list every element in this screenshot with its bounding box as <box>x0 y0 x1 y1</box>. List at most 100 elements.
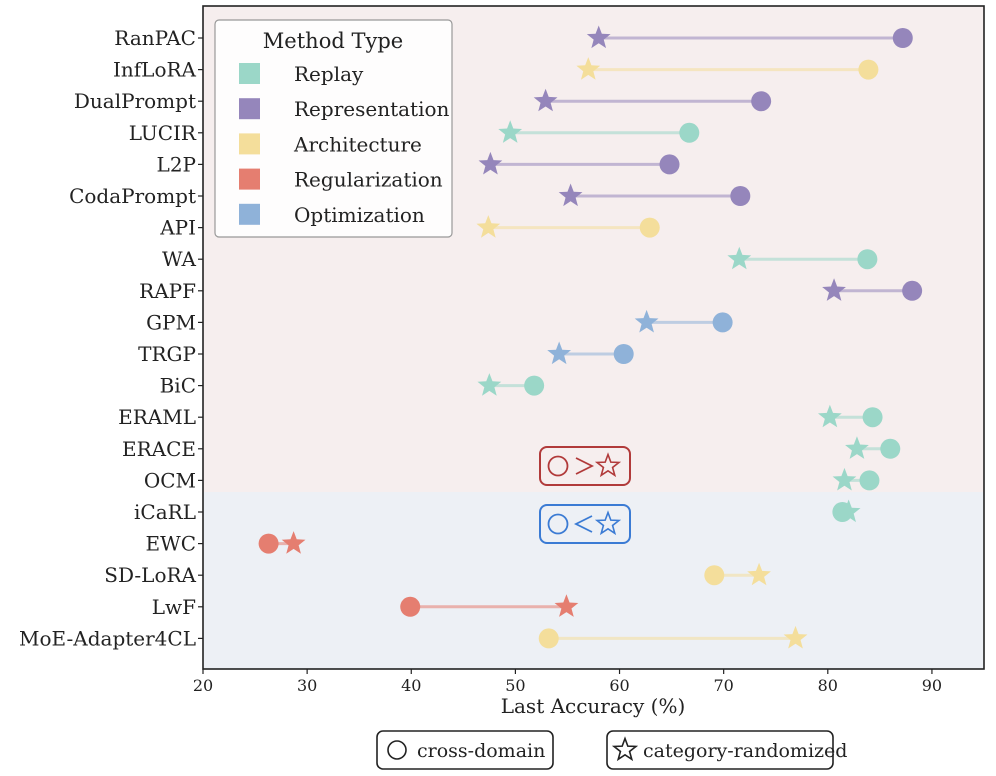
cross-domain-dot <box>538 628 559 649</box>
y-tick-label: ERACE <box>122 437 196 461</box>
marker-legend-circle-entry: cross-domain <box>376 730 554 770</box>
cross-domain-dot <box>862 407 883 428</box>
legend-label: Regularization <box>294 168 443 192</box>
legend-frame <box>214 19 453 238</box>
circle-marker-icon <box>387 740 407 760</box>
category-randomized-star <box>558 183 583 207</box>
category-randomized-star <box>533 88 558 112</box>
cross-domain-dot <box>712 312 733 333</box>
y-tick-label: MoE-Adapter4CL <box>19 626 196 650</box>
x-tick-label: 20 <box>193 676 213 695</box>
category-randomized-star <box>727 246 752 270</box>
x-tick-label: 80 <box>818 676 838 695</box>
category-randomized-star <box>498 120 523 143</box>
region-bottom-less-glyph <box>573 515 593 533</box>
region-bottom-annotation <box>539 504 631 544</box>
legend-swatch <box>239 203 260 225</box>
region-top-circle-glyph <box>547 455 569 477</box>
star-marker-icon <box>611 736 639 762</box>
y-tick-label: OCM <box>144 468 196 492</box>
cross-domain-dot <box>730 186 751 206</box>
y-tick-label: RAPF <box>139 279 196 303</box>
y-tick-label: DualPrompt <box>74 89 196 113</box>
cross-domain-dot <box>859 470 880 491</box>
cross-domain-dot <box>704 565 725 586</box>
category-randomized-star <box>845 436 869 459</box>
category-randomized-star <box>547 341 572 365</box>
legend-label: Architecture <box>293 132 422 156</box>
region-bottom-box <box>539 504 631 544</box>
x-axis-label: Last Accuracy (%) <box>501 694 686 718</box>
x-tick-label: 60 <box>609 676 629 695</box>
cross-domain-dot <box>858 59 879 80</box>
category-randomized-star <box>586 25 611 49</box>
region-bottom-background <box>203 492 984 669</box>
legend-swatch <box>239 168 260 190</box>
marker-legend-star-label: category-randomized <box>643 740 847 762</box>
cross-domain-dot <box>524 375 545 396</box>
marker-legend-star-box <box>606 730 834 770</box>
category-randomized-star <box>477 373 502 396</box>
cross-domain-dot <box>639 217 660 238</box>
marker-legend: cross-domain category-randomized <box>376 730 847 770</box>
legend-swatch <box>239 133 260 155</box>
region-top-star-glyph <box>594 452 622 478</box>
category-randomized-star <box>783 625 808 649</box>
category-randomized-star <box>747 562 771 586</box>
y-tick-label: GPM <box>146 310 196 334</box>
region-top-greater-glyph <box>575 457 595 475</box>
legend-swatch <box>239 63 260 84</box>
cross-domain-dot <box>679 122 700 143</box>
y-tick-label: CodaPrompt <box>69 184 196 208</box>
cross-domain-dot <box>892 28 913 48</box>
category-randomized-star <box>832 467 857 491</box>
y-tick-label: SD-LoRA <box>104 563 196 587</box>
x-tick-label: 30 <box>297 676 317 695</box>
region-top-annotation <box>539 446 631 486</box>
y-tick-label: LwF <box>152 595 196 619</box>
region-bottom-star-glyph <box>594 510 622 536</box>
category-randomized-star <box>576 57 601 80</box>
cross-domain-dot <box>659 154 680 175</box>
legend-title: Method Type <box>263 29 403 53</box>
y-tick-label: WA <box>162 247 197 271</box>
y-tick-label: iCaRL <box>134 500 196 524</box>
y-tick-label: InfLoRA <box>113 58 197 82</box>
category-randomized-star <box>281 531 306 554</box>
cross-domain-dot <box>857 249 878 270</box>
cross-domain-dot <box>902 280 923 301</box>
category-randomized-star <box>478 151 503 175</box>
y-tick-label: ERAML <box>118 405 196 429</box>
category-randomized-star <box>476 215 501 238</box>
x-tick-label: 40 <box>401 676 421 695</box>
category-randomized-star <box>554 594 579 617</box>
category-randomized-star <box>817 404 842 428</box>
legend-label: Replay <box>294 62 364 86</box>
y-tick-label: TRGP <box>138 342 196 366</box>
y-tick-label: RanPAC <box>114 26 196 50</box>
y-tick-label: L2P <box>157 152 196 176</box>
cross-domain-dot <box>400 596 421 617</box>
category-randomized-star <box>822 278 846 301</box>
region-top-box <box>539 446 631 486</box>
y-tick-label: EWC <box>146 532 196 556</box>
cross-domain-dot <box>880 438 901 459</box>
region-bottom-circle-glyph <box>547 513 569 535</box>
marker-legend-circle-box <box>376 730 554 770</box>
x-tick-label: 70 <box>713 676 733 695</box>
legend-swatch <box>239 98 260 120</box>
plot-frame <box>202 5 985 670</box>
x-tick-label: 50 <box>505 676 525 695</box>
legend: Method Type Replay Representation Architec… <box>214 19 453 238</box>
legend-label: Representation <box>294 97 450 121</box>
legend-label: Optimization <box>294 203 425 227</box>
cross-domain-dot <box>751 91 772 112</box>
y-tick-label: LUCIR <box>129 121 197 145</box>
cross-domain-dot <box>832 502 853 522</box>
y-tick-label: BiC <box>160 374 196 398</box>
cross-domain-dot <box>613 344 634 364</box>
y-tick-label: API <box>159 216 196 240</box>
x-tick-label: 90 <box>922 676 942 695</box>
cross-domain-dot <box>258 533 279 554</box>
